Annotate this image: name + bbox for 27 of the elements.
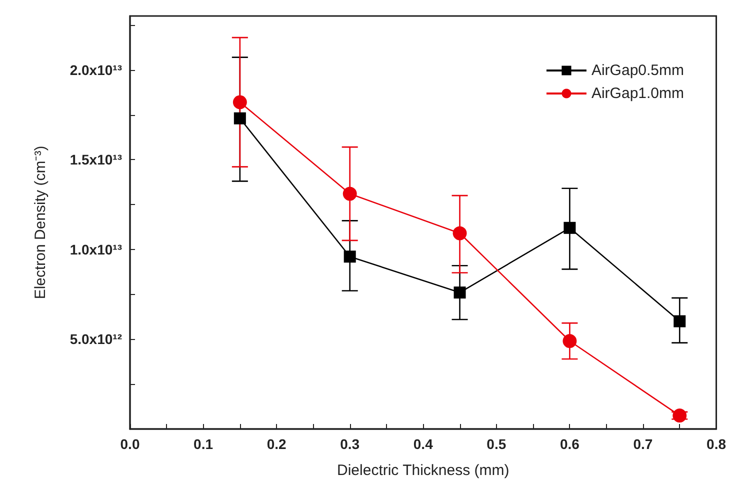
point (562, 334, 577, 348)
point (564, 222, 576, 234)
point (234, 112, 246, 124)
point (454, 286, 466, 299)
y-axis-title: Electron Density (cm⁻³) (32, 146, 49, 300)
point (344, 250, 356, 263)
y-tick-label: 5.0x10¹² (70, 331, 122, 348)
point (342, 186, 357, 201)
x-axis-title: Dielectric Thickness (mm) (337, 462, 510, 479)
x-tick-label: 0.2 (266, 436, 287, 452)
x-tick-label: 0.8 (706, 436, 726, 452)
x-tick-label: 0.4 (413, 436, 434, 452)
y-tick-label: 2.0x10¹³ (70, 62, 122, 78)
x-tick-label: 0.7 (633, 436, 653, 452)
legend-label: AirGap1.0mm (591, 85, 684, 102)
legend-label: AirGap0.5mm (591, 62, 684, 79)
x-tick-label: 0.3 (340, 436, 360, 452)
y-tick-label: 1.0x10¹³ (70, 241, 122, 258)
point (674, 315, 686, 328)
point (452, 226, 467, 240)
point (232, 95, 247, 110)
x-tick-label: 0.5 (486, 436, 506, 452)
x-tick-label: 0.6 (560, 436, 580, 452)
y-tick-label: 1.5x10¹³ (70, 152, 122, 168)
x-tick-label: 0.1 (194, 436, 214, 452)
x-tick-label: 0.0 (120, 436, 140, 452)
point (672, 408, 687, 423)
